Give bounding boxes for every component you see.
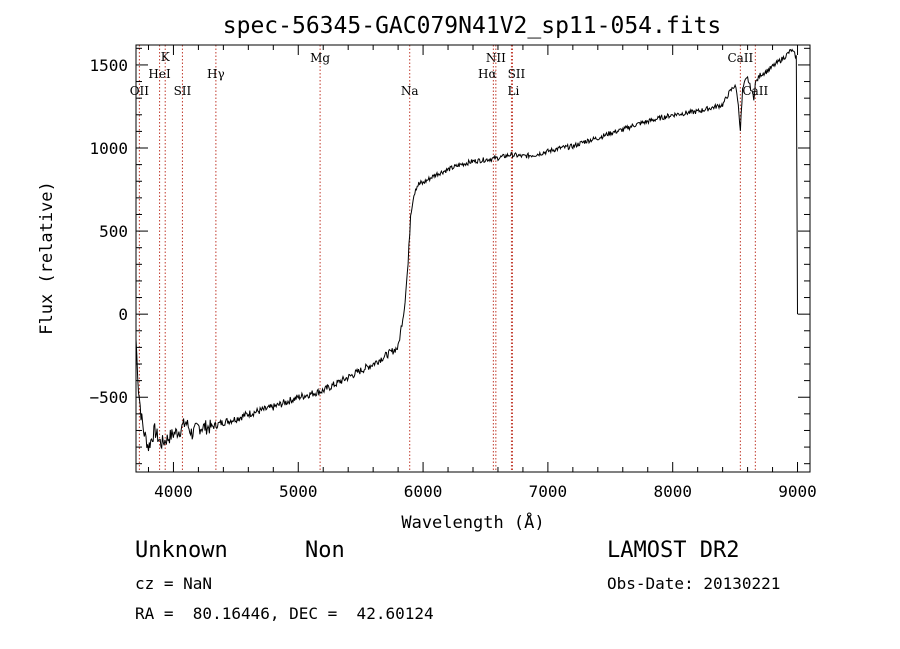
object-class: Unknown (135, 538, 228, 563)
line-marker-label: Na (401, 84, 419, 98)
x-tick-label: 7000 (529, 482, 568, 501)
obs-date: Obs-Date: 20130221 (607, 574, 781, 593)
x-tick-label: 8000 (653, 482, 692, 501)
object-subclass: Non (305, 538, 345, 563)
line-marker-label: OII (130, 84, 150, 98)
x-axis-label: Wavelength (Å) (401, 511, 544, 533)
line-marker-label: NII (486, 51, 506, 65)
x-tick-label: 9000 (778, 482, 817, 501)
plot-frame (135, 44, 811, 473)
redshift-readout: cz = NaN (135, 574, 213, 593)
line-marker-label: SII (508, 67, 526, 81)
axis-ticks: 4000 5000 6000 7000 8000 9000 −500 0 500 1000 1500 (89, 45, 817, 501)
y-tick-label: 1500 (89, 56, 128, 75)
line-marker-label: SII (174, 84, 192, 98)
line-marker-label: Hγ (207, 67, 225, 81)
line-marker-label: Mg (310, 51, 330, 65)
x-tick-label: 5000 (279, 482, 318, 501)
y-tick-label: 0 (118, 305, 128, 324)
chart-title: spec-56345-GAC079N41V2_sp11-054.fits (223, 13, 722, 39)
x-tick-label: 6000 (404, 482, 443, 501)
line-marker-label: Hα (478, 67, 497, 81)
spectrum-line (135, 48, 798, 452)
line-marker-label: K (161, 50, 171, 64)
y-axis-label: Flux (relative) (37, 181, 57, 335)
x-tick-label: 4000 (154, 482, 193, 501)
y-tick-label: −500 (89, 388, 128, 407)
coordinates: RA = 80.16446, DEC = 42.60124 (135, 604, 434, 623)
line-marker-label: CaII (727, 51, 753, 65)
y-tick-label: 1000 (89, 139, 128, 158)
survey-label: LAMOST DR2 (607, 538, 740, 563)
line-marker-label: CaII (742, 84, 768, 98)
line-marker-label: HeI (148, 67, 171, 81)
line-marker-label: Li (508, 84, 520, 98)
y-tick-label: 500 (99, 222, 128, 241)
